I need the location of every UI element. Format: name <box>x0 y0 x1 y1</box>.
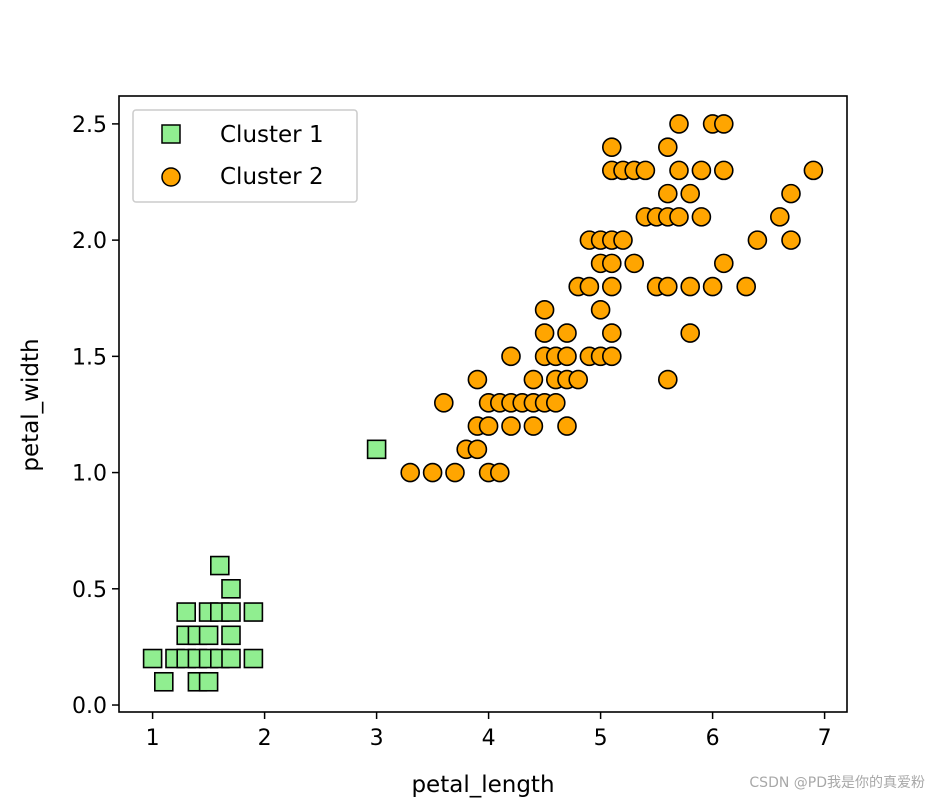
cluster-2-point <box>680 276 701 297</box>
cluster-1-point <box>243 602 264 622</box>
cluster-2-point <box>534 323 555 343</box>
cluster-2-point <box>601 346 622 367</box>
x-tick-label: 3 <box>370 726 384 751</box>
cluster-2-point <box>467 369 488 390</box>
cluster-2-point <box>534 300 555 320</box>
cluster-1-point <box>198 671 219 692</box>
cluster-2-point <box>803 160 824 181</box>
cluster-2-point <box>445 462 465 483</box>
cluster-2-point <box>747 230 768 250</box>
cluster-2-point <box>713 253 734 274</box>
cluster-2-point <box>702 276 723 297</box>
cluster-1-point <box>243 648 264 669</box>
cluster-2-point <box>669 160 689 181</box>
cluster-2-point <box>422 462 443 483</box>
y-tick-label: 1.5 <box>72 345 107 370</box>
cluster-1-point <box>221 578 241 599</box>
y-axis-label: petal_width <box>18 338 44 471</box>
plot-frame <box>118 95 848 713</box>
cluster-2-point <box>601 323 622 343</box>
x-tick-label: 5 <box>594 726 608 751</box>
cluster-2-point <box>657 183 678 204</box>
cluster-2-point <box>478 416 499 436</box>
x-tick-label: 2 <box>258 726 272 751</box>
cluster-2-point <box>657 369 678 390</box>
cluster-2-point <box>489 462 510 483</box>
cluster-2-point <box>680 323 701 343</box>
cluster-2-point <box>601 253 622 274</box>
cluster-2-point <box>557 346 577 367</box>
cluster-2-point <box>501 416 521 436</box>
cluster-2-point <box>523 369 544 390</box>
x-axis-label: petal_length <box>411 772 554 798</box>
cluster-2-point <box>557 323 577 343</box>
x-tick-label: 4 <box>482 726 496 751</box>
cluster-2-point <box>568 369 589 390</box>
cluster-1-point <box>142 648 163 669</box>
axes: 1 2 3 4 5 6 7 0.0 0.5 1.0 1.5 2.0 2.5 <box>72 113 832 751</box>
cluster-2-point <box>781 230 801 250</box>
y-tick-label: 0.5 <box>72 578 107 603</box>
x-tick-label: 6 <box>706 726 720 751</box>
cluster-2-point <box>635 160 656 181</box>
x-tick-label: 7 <box>818 726 832 751</box>
cluster-2-point <box>467 439 488 460</box>
cluster-1-point <box>221 602 241 622</box>
x-tick-label: 1 <box>146 726 160 751</box>
cluster-2-point <box>781 183 801 204</box>
legend-label-cluster-1: Cluster 1 <box>220 122 324 148</box>
cluster-2-point <box>501 346 521 367</box>
legend: Cluster 1 Cluster 2 <box>132 109 358 203</box>
legend-marker-cluster-1 <box>161 124 181 144</box>
y-tick-label: 2.0 <box>72 229 107 254</box>
cluster-1-point <box>154 671 174 692</box>
legend-marker-cluster-2 <box>161 167 181 187</box>
cluster-2-point <box>601 137 622 157</box>
cluster-2-point <box>400 462 421 483</box>
y-tick-label: 0.0 <box>72 694 107 719</box>
cluster-2-point <box>545 393 566 413</box>
cluster-1-point <box>198 625 219 646</box>
cluster-2-point <box>523 416 544 436</box>
y-tick-label: 2.5 <box>72 113 107 138</box>
cluster-1-point <box>221 648 241 669</box>
cluster-2-point <box>579 276 600 297</box>
cluster-2-point <box>657 276 678 297</box>
cluster-2-point <box>691 160 712 181</box>
data-points <box>142 114 824 692</box>
cluster-2-point <box>713 114 734 134</box>
cluster-2-point <box>713 160 734 181</box>
cluster-2-point <box>691 207 712 227</box>
legend-label-cluster-2: Cluster 2 <box>220 164 324 190</box>
cluster-2-point <box>736 276 757 297</box>
cluster-1-point <box>366 439 387 460</box>
cluster-2-point <box>669 207 689 227</box>
cluster-2-point <box>613 230 633 250</box>
cluster-2-point <box>590 300 611 320</box>
y-tick-label: 1.0 <box>72 462 107 487</box>
cluster-2-point <box>433 393 454 413</box>
watermark: CSDN @PD我是你的真爱粉 <box>749 775 925 791</box>
legend-box <box>132 109 358 203</box>
cluster-2-point <box>557 416 577 436</box>
cluster-2-point <box>624 253 645 274</box>
cluster-1-point <box>221 625 241 646</box>
cluster-2-point <box>680 183 701 204</box>
cluster-1-point <box>176 602 196 622</box>
cluster-2-point <box>669 114 689 134</box>
cluster-1-point <box>210 555 230 576</box>
cluster-2-point <box>769 207 790 227</box>
cluster-2-point <box>601 276 622 297</box>
cluster-2-point <box>657 137 678 157</box>
